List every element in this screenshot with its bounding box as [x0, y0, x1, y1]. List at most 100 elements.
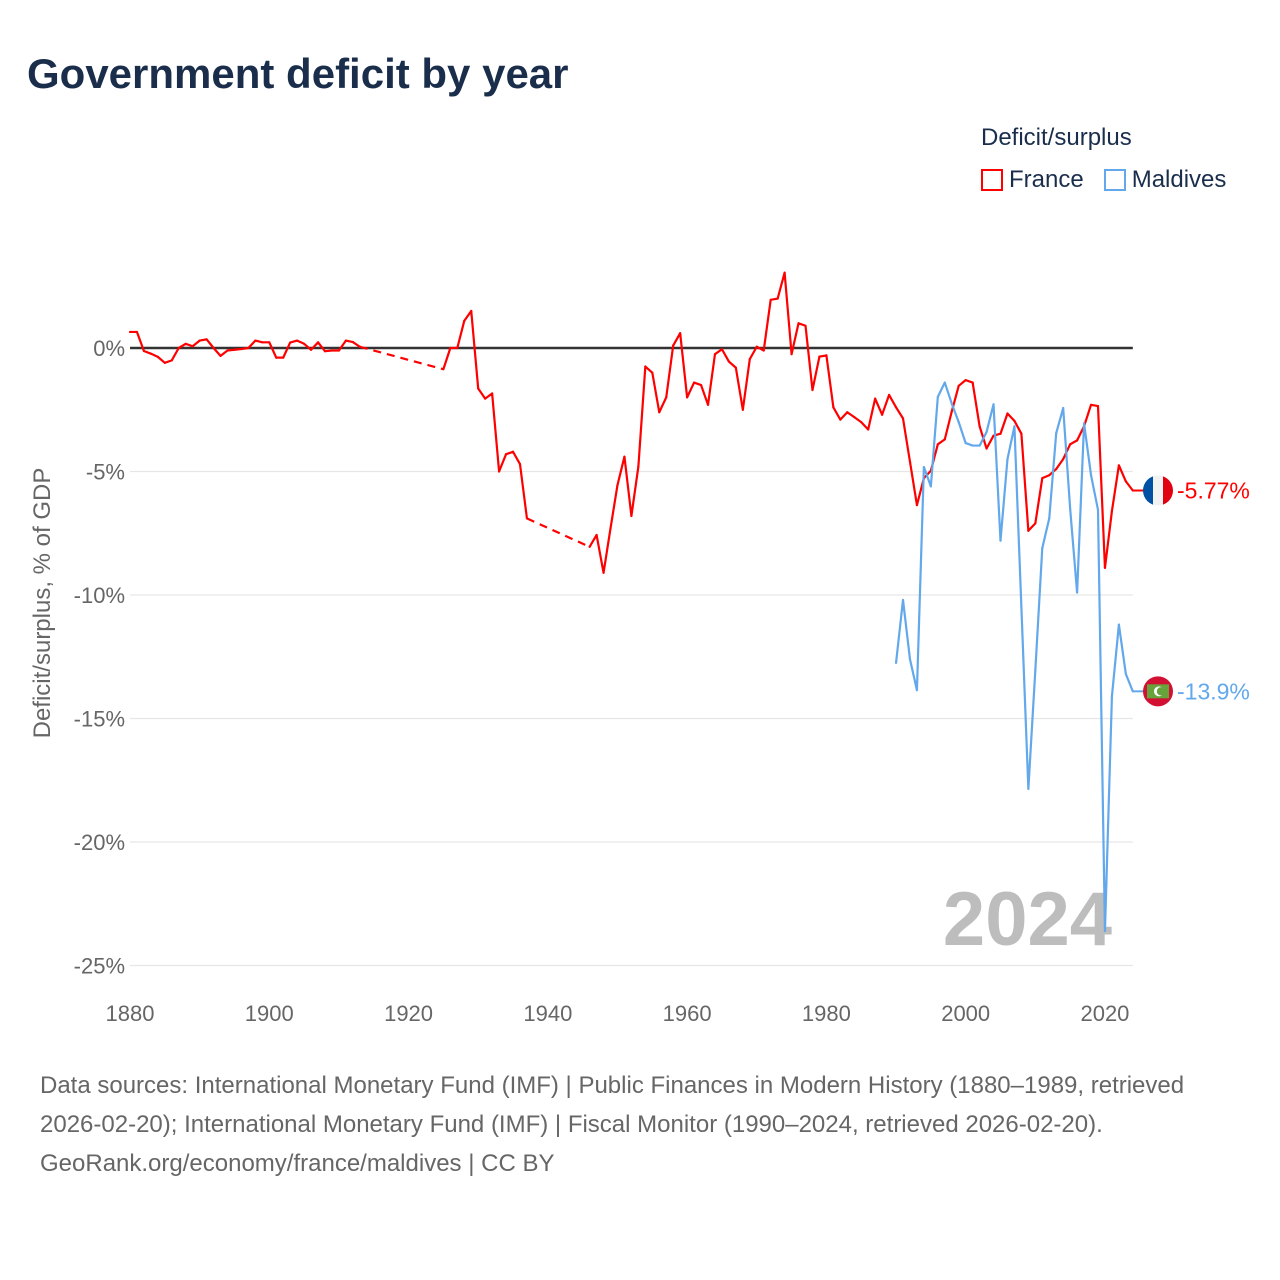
data-point-maldives [985, 430, 988, 434]
data-point-france [769, 298, 772, 301]
data-point-france [1062, 458, 1065, 461]
legend-item-france[interactable]: France [981, 166, 1084, 194]
legend-label-france: France [1009, 166, 1084, 193]
line-chart: 0% -5% -10% -15% -20% -25% 1880 1900 1920 1940 196… [29, 271, 1250, 1026]
legend-item-maldives[interactable]: Maldives [1103, 166, 1227, 194]
data-point-france [957, 384, 960, 387]
flag-france-stripes [1143, 475, 1173, 506]
data-point-france [233, 348, 236, 351]
data-point-maldives [943, 381, 946, 384]
data-point-france [309, 348, 313, 351]
data-point-france [637, 465, 640, 468]
data-point-france [797, 322, 800, 325]
data-point-france [1013, 419, 1016, 422]
x-tick-label: 2000 [941, 1001, 990, 1026]
data-point-france [504, 453, 508, 456]
data-point-france [219, 354, 222, 358]
data-point-france [484, 397, 487, 400]
data-point-france [254, 339, 257, 342]
data-point-maldives [1117, 623, 1120, 626]
data-point-france [915, 503, 919, 507]
y-axis-label: Deficit/surplus, % of GDP [29, 468, 56, 739]
year-label: 2024 [943, 877, 1112, 962]
data-point-france [477, 387, 480, 390]
data-point-france [867, 428, 870, 431]
data-point-france [623, 455, 626, 458]
data-point-france [588, 545, 591, 548]
data-point-maldives [936, 395, 939, 399]
data-point-maldives [964, 441, 967, 445]
data-point-france [184, 342, 187, 345]
data-point-france [518, 462, 522, 466]
data-point-maldives [1062, 406, 1065, 410]
data-point-maldives [1082, 422, 1086, 425]
data-point-france [720, 348, 724, 351]
data-point-maldives [894, 661, 898, 665]
data-point-france [1055, 467, 1058, 471]
data-point-france [344, 339, 347, 342]
y-tick-label: -25% [74, 954, 125, 979]
data-point-maldives [971, 444, 974, 447]
data-point-maldives [1013, 425, 1016, 428]
data-point-france [156, 355, 159, 358]
data-point-france [853, 416, 856, 419]
data-point-france [1006, 412, 1009, 415]
data-point-france [268, 341, 271, 344]
data-point-france [511, 450, 515, 453]
data-point-maldives [999, 539, 1002, 542]
data-point-france [609, 527, 612, 530]
data-point-france [748, 358, 751, 361]
data-point-france [839, 418, 842, 421]
credit-link[interactable]: GeoRank.org/economy/france/maldives | CC… [40, 1150, 555, 1177]
data-point-france [783, 271, 786, 274]
data-point-maldives [1124, 672, 1127, 676]
data-point-france [874, 397, 877, 400]
x-tick-label: 1960 [663, 1001, 712, 1026]
data-point-france [275, 356, 278, 359]
data-point-france [1041, 477, 1044, 480]
footer: Data sources: International Monetary Fun… [40, 1066, 1240, 1183]
data-point-france [818, 355, 821, 358]
data-point-france [950, 410, 953, 413]
y-tick-label: -15% [74, 707, 125, 732]
data-point-france [337, 349, 341, 352]
data-point-france [1124, 480, 1127, 483]
series-line-maldives [894, 381, 1134, 933]
data-point-france [978, 425, 981, 428]
data-point-france [226, 349, 229, 352]
data-point-france [525, 517, 529, 520]
data-point-france [470, 309, 473, 313]
series-line-france [130, 271, 1134, 574]
data-point-france [198, 339, 201, 342]
data-point-france [887, 393, 891, 397]
data-point-france [908, 460, 912, 463]
data-point-france [644, 365, 647, 368]
data-point-france [894, 406, 898, 409]
data-point-france [943, 438, 946, 441]
data-point-france [804, 324, 807, 327]
data-point-france [497, 470, 501, 473]
data-point-france [727, 360, 731, 363]
data-point-france [811, 388, 814, 392]
data-point-france [734, 366, 737, 369]
data-point-france [658, 411, 661, 414]
data-point-maldives [1110, 695, 1114, 698]
data-point-france [776, 297, 779, 300]
data-point-maldives [992, 403, 995, 406]
data-point-france [282, 356, 285, 359]
data-point-france [881, 413, 884, 416]
data-point-france [699, 383, 703, 387]
flag-crescent-cut [1156, 687, 1166, 696]
legend-label-maldives: Maldives [1131, 166, 1227, 193]
data-point-france [1103, 566, 1107, 569]
data-point-france [846, 411, 849, 414]
data-point-maldives [1089, 474, 1093, 477]
data-point-maldives [915, 688, 919, 692]
data-point-france [602, 571, 605, 574]
data-point-france [149, 352, 152, 355]
data-point-france [901, 417, 905, 420]
data-point-france [1089, 403, 1093, 406]
data-point-france [595, 533, 598, 537]
end-value-label-france: -5.77% [1177, 478, 1250, 504]
data-point-france [651, 371, 654, 374]
